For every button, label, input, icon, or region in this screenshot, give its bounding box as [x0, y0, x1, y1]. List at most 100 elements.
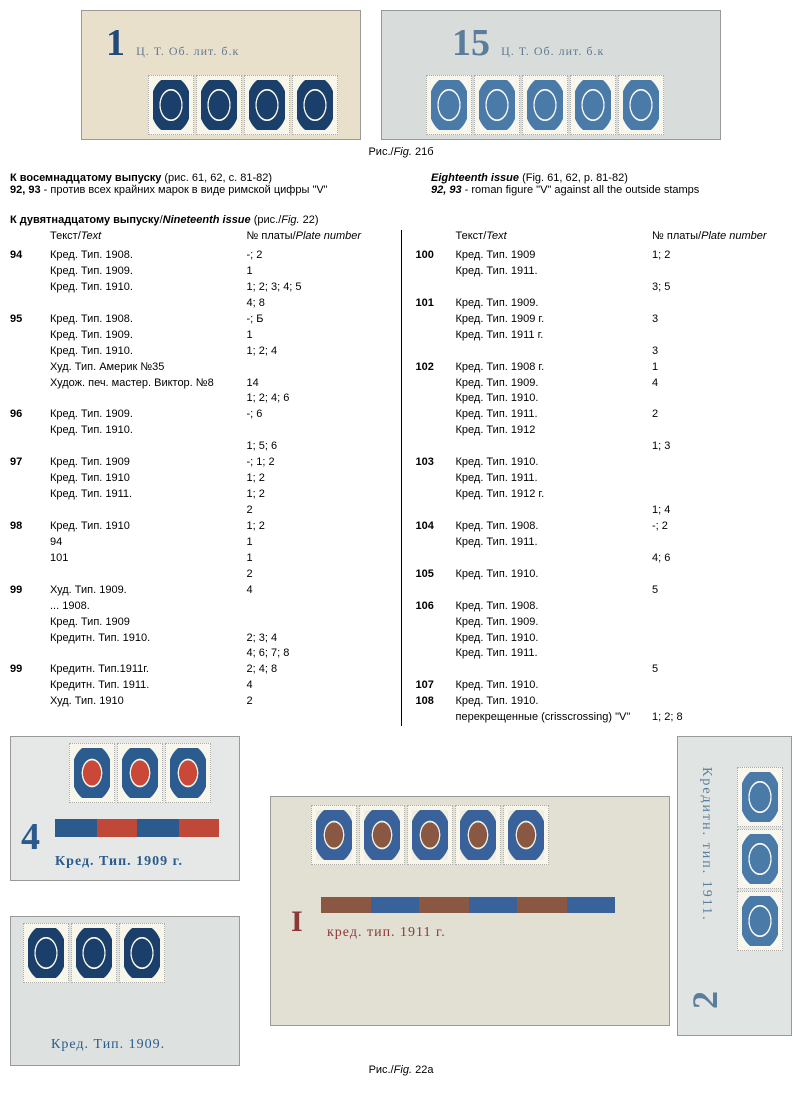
plate-number-I: I: [291, 905, 303, 939]
imprint-text: Кред. Тип. 1911.: [446, 407, 653, 423]
nums-ru: 92, 93: [10, 184, 41, 196]
table-row: 94Кред. Тип. 1908.-; 2: [10, 248, 387, 264]
catalog-number: [10, 376, 40, 392]
plate-numbers: [652, 423, 792, 439]
stamp-strip-1: [148, 75, 350, 135]
catalog-number: [10, 296, 40, 312]
bar-blue: [371, 897, 419, 913]
catalog-number: 102: [416, 360, 446, 376]
title19-num: 22): [300, 214, 319, 226]
table-right-body: 100Кред. Тип. 19091; 2Кред. Тип. 1911.3;…: [416, 248, 793, 726]
imprint-text: Кред. Тип. 1910.: [446, 455, 653, 471]
imprint-text: Кред. Тип. 1912: [446, 423, 653, 439]
plate-number-4: 4: [21, 815, 40, 859]
eighteenth-issue-row: К восемнадцатому выпуску (рис. 61, 62, с…: [10, 172, 792, 196]
catalog-number: [10, 599, 40, 615]
table-row: Кред. Тип. 1910.1; 2; 4: [10, 344, 387, 360]
table-row: Кред. Тип. 1909.1: [10, 328, 387, 344]
stamp: [737, 829, 783, 889]
imprint-text: Кред. Тип. 1908.: [40, 312, 247, 328]
catalog-number: 103: [416, 455, 446, 471]
table-row: 2: [10, 503, 387, 519]
catalog-number: [416, 710, 446, 726]
table-row: Кред. Тип. 1909: [10, 615, 387, 631]
imprint-text: Кред. Тип. 1908.: [446, 599, 653, 615]
catalog-number: 98: [10, 519, 40, 535]
imprint-text: 94: [40, 535, 247, 551]
fig-en: Fig.: [394, 146, 412, 158]
imprint-text: Кред. Тип. 1911.: [40, 487, 247, 503]
stamp-block-4-1909: 4 Кред. Тип. 1909 г.: [10, 736, 240, 881]
imprint-text: [446, 662, 653, 678]
catalog-number: [416, 391, 446, 407]
title-en: Eighteenth issue: [431, 172, 519, 184]
catalog-number: [10, 471, 40, 487]
caption-1911-vertical: Кредитн. тип. 1911.: [698, 767, 714, 922]
imprint-text: Кред. Тип. 1909.: [446, 376, 653, 392]
bar-brown: [321, 897, 371, 913]
plate-numbers: [652, 694, 792, 710]
hdr-plate-ru2: № платы: [652, 230, 698, 242]
catalog-number: [416, 487, 446, 503]
table-row: 1011: [10, 551, 387, 567]
plate-numbers: 1; 2: [247, 487, 387, 503]
catalog-number: [10, 615, 40, 631]
table-row: 96Кред. Тип. 1909.-; 6: [10, 407, 387, 423]
table-row: Кред. Тип. 1911 г.: [416, 328, 793, 344]
imprint-text: Кред. Тип. 1910.: [40, 423, 247, 439]
imprint-text: Кред. Тип. 1909: [40, 455, 247, 471]
table-row: 3; 5: [416, 280, 793, 296]
bar-red: [97, 819, 137, 837]
plate-numbers: [652, 646, 792, 662]
table-row: 1; 3: [416, 439, 793, 455]
table-row: 2: [10, 567, 387, 583]
catalog-number: [416, 535, 446, 551]
text-en: - roman figure "V" against all the outsi…: [462, 184, 700, 196]
hdr-text-en: Text: [81, 230, 101, 242]
stamp-strip-15: [426, 75, 710, 135]
imprint-text: Кред. Тип. 1908.: [446, 519, 653, 535]
imprint-text: Худ. Тип. 1909.: [40, 583, 247, 599]
plate-numbers: [652, 631, 792, 647]
plate-numbers: [652, 599, 792, 615]
table-row: Кредитн. Тип. 1910.2; 3; 4: [10, 631, 387, 647]
fig22-num: 22а: [415, 1064, 433, 1076]
table-left-body: 94Кред. Тип. 1908.-; 2Кред. Тип. 1909.1К…: [10, 248, 387, 710]
table-row: 102Кред. Тип. 1908 г.1: [416, 360, 793, 376]
catalog-number: [416, 344, 446, 360]
catalog-number: [416, 407, 446, 423]
imprint-text: [446, 503, 653, 519]
imprint-text: Кред. Тип. 1911 г.: [446, 328, 653, 344]
catalog-number: [10, 503, 40, 519]
plate-numbers: 2; 4; 8: [247, 662, 387, 678]
imprint-text: Кред. Тип. 1909 г.: [446, 312, 653, 328]
stamp: [69, 743, 115, 803]
imprint-text: [40, 391, 247, 407]
ref-en: (Fig. 61, 62, p. 81-82): [519, 172, 628, 184]
plate-numbers: -; 2: [652, 519, 792, 535]
catalog-number: [416, 503, 446, 519]
catalog-number: [10, 646, 40, 662]
plate-numbers: 1; 2: [652, 248, 792, 264]
fig22-ru: Рис.: [369, 1064, 391, 1076]
stamp: [522, 75, 568, 135]
plate-numbers: 3: [652, 312, 792, 328]
imprint-text: Худ. Тип. 1910: [40, 694, 247, 710]
table-row: Кред. Тип. 1911.: [416, 471, 793, 487]
hdr-plate-en2: Plate number: [701, 230, 766, 242]
table-row: Кред. Тип. 1910.1; 2; 3; 4; 5: [10, 280, 387, 296]
catalog-number: [10, 280, 40, 296]
imprint-text: ... 1908.: [40, 599, 247, 615]
stamp: [117, 743, 163, 803]
plate-numbers: 5: [652, 583, 792, 599]
catalog-number: [10, 694, 40, 710]
table-row: 4; 8: [10, 296, 387, 312]
plate-numbers: 1; 5; 6: [247, 439, 387, 455]
imprint-text: Кред. Тип. 1909.: [40, 328, 247, 344]
stamp: [737, 767, 783, 827]
stamp: [196, 75, 242, 135]
catalog-number: [416, 423, 446, 439]
table-row: 105Кред. Тип. 1910.: [416, 567, 793, 583]
stamp: [119, 923, 165, 983]
color-bars-3: [321, 897, 615, 913]
